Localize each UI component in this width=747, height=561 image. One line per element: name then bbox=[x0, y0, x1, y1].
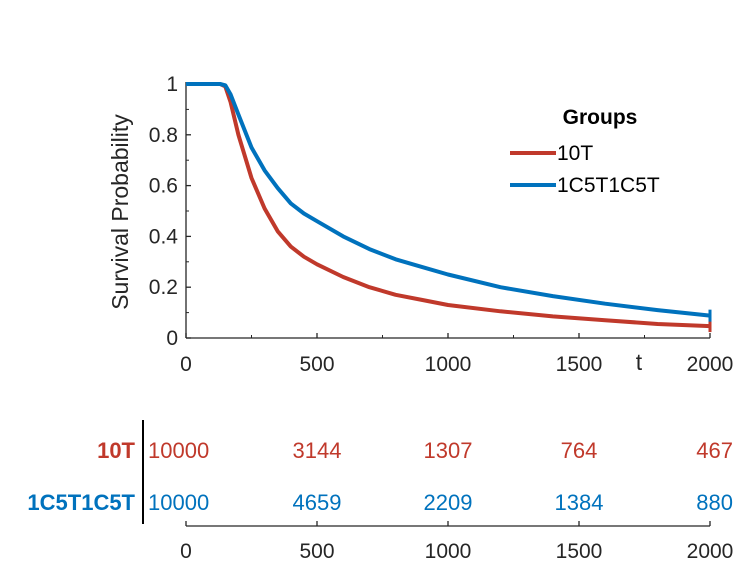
y-tick-label: 0.8 bbox=[149, 124, 178, 147]
risk-value: 1384 bbox=[555, 490, 604, 515]
legend-label: 10T bbox=[557, 142, 593, 165]
risk-value: 880 bbox=[696, 490, 733, 515]
risk-x-tick-label: 500 bbox=[299, 540, 334, 561]
risk-value: 764 bbox=[561, 438, 598, 463]
x-axis-label: t bbox=[636, 349, 643, 375]
y-tick-label: 0 bbox=[166, 327, 178, 350]
risk-x-tick-label: 1500 bbox=[556, 540, 603, 561]
risk-x-tick-label: 2000 bbox=[687, 540, 734, 561]
risk-value: 1307 bbox=[424, 438, 473, 463]
x-tick-label: 1500 bbox=[556, 353, 603, 376]
risk-value: 10000 bbox=[148, 490, 209, 515]
risk-row-group-label: 10T bbox=[97, 438, 135, 463]
legend-label: 1C5T1C5T bbox=[557, 174, 660, 197]
risk-value: 10000 bbox=[148, 438, 209, 463]
plot-area: 0 0.2 0.4 0.6 0.8 1 0 500 1000 1500 2000 bbox=[149, 73, 734, 376]
risk-row-group-label: 1C5T1C5T bbox=[27, 490, 135, 515]
series-line-2 bbox=[186, 82, 711, 318]
legend-title: Groups bbox=[563, 106, 638, 129]
y-tick-label: 1 bbox=[166, 73, 178, 96]
y-axis-label: Survival Probability bbox=[107, 114, 133, 310]
x-tick-label: 500 bbox=[299, 353, 334, 376]
x-tick-label: 0 bbox=[180, 353, 192, 376]
series-line-1 bbox=[186, 82, 711, 329]
y-tick-label: 0.6 bbox=[149, 175, 178, 198]
y-tick-label: 0.4 bbox=[149, 225, 179, 248]
risk-x-tick-label: 1000 bbox=[425, 540, 472, 561]
risk-value: 3144 bbox=[293, 438, 342, 463]
risk-value: 4659 bbox=[293, 490, 342, 515]
risk-value: 467 bbox=[696, 438, 733, 463]
risk-value: 2209 bbox=[424, 490, 473, 515]
legend: Groups 10T 1C5T1C5T bbox=[510, 106, 660, 197]
risk-x-tick-label: 0 bbox=[180, 540, 192, 561]
x-tick-label: 2000 bbox=[687, 353, 734, 376]
y-tick-label: 0.2 bbox=[149, 276, 178, 299]
x-tick-label: 1000 bbox=[425, 353, 472, 376]
